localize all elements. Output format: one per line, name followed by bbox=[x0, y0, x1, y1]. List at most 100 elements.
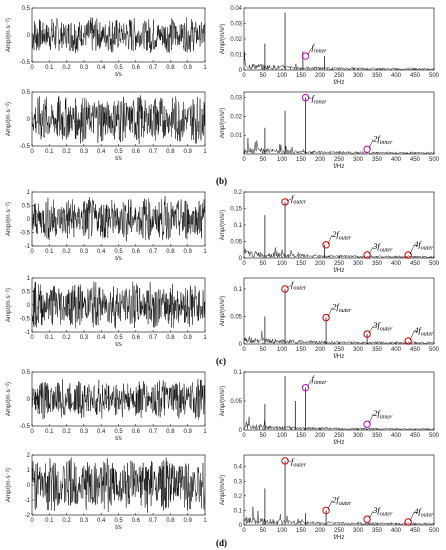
x-tick-label: 0.3 bbox=[80, 149, 89, 155]
x-tick-label: 0.7 bbox=[149, 249, 158, 255]
y-tick-label: -0.5 bbox=[20, 231, 31, 237]
annotation-label: 2fouter bbox=[332, 229, 352, 242]
x-tick-label: 0.5 bbox=[114, 249, 123, 255]
y-tick-label: 1 bbox=[27, 276, 31, 282]
y-tick-label: -1 bbox=[25, 330, 31, 336]
x-tick-label: 0.6 bbox=[132, 429, 141, 435]
x-tick-label: 0.8 bbox=[166, 249, 175, 255]
x-tick-label: 400 bbox=[391, 528, 402, 534]
x-tick-label: 200 bbox=[315, 261, 326, 267]
x-axis-label: f/Hz bbox=[333, 163, 344, 170]
y-tick-label: 0.3 bbox=[234, 479, 243, 485]
annotation-leader bbox=[368, 139, 374, 149]
x-tick-label: 0 bbox=[30, 65, 34, 71]
y-tick-label: -0.5 bbox=[20, 424, 31, 430]
x-tick-label: 200 bbox=[315, 528, 326, 534]
annotation-label: 4fouter bbox=[414, 506, 434, 519]
x-tick-label: 50 bbox=[260, 157, 267, 163]
spectrum-line bbox=[243, 506, 435, 526]
annotation-label: 2fouter bbox=[332, 302, 352, 315]
x-tick-label: 0.2 bbox=[62, 149, 71, 155]
x-tick-label: 0.3 bbox=[80, 249, 89, 255]
x-tick-label: 0.3 bbox=[80, 335, 89, 341]
x-tick-label: 0 bbox=[30, 335, 34, 341]
annotation-leader bbox=[286, 459, 292, 463]
chart-panel-1: 0 0.1 0.2 0.3 0.4 0.5 0.6 0.7 0.8 0.9 1-0.500.5t/s… bbox=[5, 6, 207, 78]
time-signal-line bbox=[31, 17, 206, 54]
x-tick-label: 150 bbox=[296, 261, 307, 267]
chart-panel-2: 0 50 100 150 200 250 300 350 400 450 500 0 0.01 0.02 0… bbox=[219, 6, 440, 86]
x-tick-label: 0.9 bbox=[184, 518, 193, 524]
y-tick-label: 0.03 bbox=[230, 22, 242, 28]
y-tick-label: -1 bbox=[25, 244, 31, 250]
y-tick-label: 0.1 bbox=[234, 370, 243, 376]
y-tick-label: 0.15 bbox=[230, 207, 242, 213]
x-tick-label: 350 bbox=[372, 157, 383, 163]
annotation-leader bbox=[286, 198, 292, 202]
y-tick-label: 0 bbox=[27, 397, 31, 403]
x-tick-label: 400 bbox=[391, 261, 402, 267]
harmonic-marker bbox=[322, 313, 330, 322]
y-tick-label: 0.01 bbox=[230, 53, 242, 59]
x-tick-label: 0.1 bbox=[45, 518, 54, 524]
spectrum-line bbox=[243, 138, 435, 155]
y-axis-label: Amp/(m·s⁻²) bbox=[5, 468, 12, 502]
y-tick-label: 0 bbox=[239, 523, 243, 529]
x-tick-label: 250 bbox=[334, 347, 345, 353]
plot-frame bbox=[31, 191, 206, 247]
x-tick-label: 0.4 bbox=[97, 429, 106, 435]
harmonic-marker bbox=[363, 515, 371, 523]
y-tick-label: 0.5 bbox=[22, 90, 31, 96]
x-tick-label: 450 bbox=[410, 157, 421, 163]
x-tick-label: 400 bbox=[391, 73, 402, 79]
y-tick-label: 0.01 bbox=[230, 133, 242, 139]
x-tick-label: 500 bbox=[429, 528, 440, 534]
x-tick-label: 100 bbox=[277, 157, 288, 163]
time-signal-line bbox=[31, 196, 206, 242]
x-tick-label: 250 bbox=[334, 73, 345, 79]
x-tick-label: 0.4 bbox=[97, 335, 106, 341]
annotation-label: finner bbox=[312, 93, 328, 106]
x-axis-label: f/Hz bbox=[333, 353, 344, 360]
x-tick-label: 0 bbox=[242, 261, 246, 267]
x-tick-label: 350 bbox=[372, 433, 383, 439]
x-tick-label: 150 bbox=[296, 73, 307, 79]
x-tick-label: 350 bbox=[372, 261, 383, 267]
x-tick-label: 1 bbox=[203, 429, 207, 435]
x-tick-label: 100 bbox=[277, 347, 288, 353]
y-tick-label: 0.05 bbox=[230, 399, 242, 405]
annotation-leader bbox=[286, 284, 292, 289]
x-tick-label: 0 bbox=[30, 518, 34, 524]
x-tick-label: 0.6 bbox=[132, 249, 141, 255]
harmonic-marker bbox=[404, 337, 412, 345]
y-tick-label: 0.5 bbox=[22, 6, 31, 12]
x-tick-label: 400 bbox=[391, 433, 402, 439]
x-tick-label: 0.1 bbox=[45, 65, 54, 71]
chart-panels: 0 0.1 0.2 0.3 0.4 0.5 0.6 0.7 0.8 0.9 1-0.500.5t/s… bbox=[5, 6, 440, 541]
x-tick-label: 0.5 bbox=[114, 335, 123, 341]
x-tick-label: 0.8 bbox=[166, 429, 175, 435]
x-tick-label: 350 bbox=[372, 73, 383, 79]
x-tick-label: 50 bbox=[260, 73, 267, 79]
chart-panel-11: 0 0.1 0.2 0.3 0.4 0.5 0.6 0.7 0.8 0.9 1 -2 -1 0 1 2 t/s A… bbox=[5, 453, 207, 531]
x-tick-label: 0.1 bbox=[45, 335, 54, 341]
x-tick-label: 150 bbox=[296, 347, 307, 353]
x-tick-label: 0.9 bbox=[184, 65, 193, 71]
annotation-leader bbox=[409, 330, 415, 341]
annotation-leader bbox=[327, 307, 333, 317]
y-tick-label: 0.02 bbox=[230, 37, 242, 43]
x-tick-label: 100 bbox=[277, 261, 288, 267]
y-tick-label: 0.2 bbox=[234, 494, 243, 500]
y-tick-label: -2 bbox=[25, 513, 31, 519]
x-tick-label: 1 bbox=[203, 149, 207, 155]
x-tick-label: 0 bbox=[242, 528, 246, 534]
y-tick-label: 0.02 bbox=[230, 114, 242, 120]
x-tick-label: 0.8 bbox=[166, 65, 175, 71]
x-tick-label: 0.4 bbox=[97, 65, 106, 71]
x-tick-label: 0 bbox=[242, 73, 246, 79]
x-tick-label: 200 bbox=[315, 433, 326, 439]
y-tick-label: 0 bbox=[27, 217, 31, 223]
x-tick-label: 0.2 bbox=[62, 429, 71, 435]
y-tick-label: 0.1 bbox=[234, 508, 243, 514]
